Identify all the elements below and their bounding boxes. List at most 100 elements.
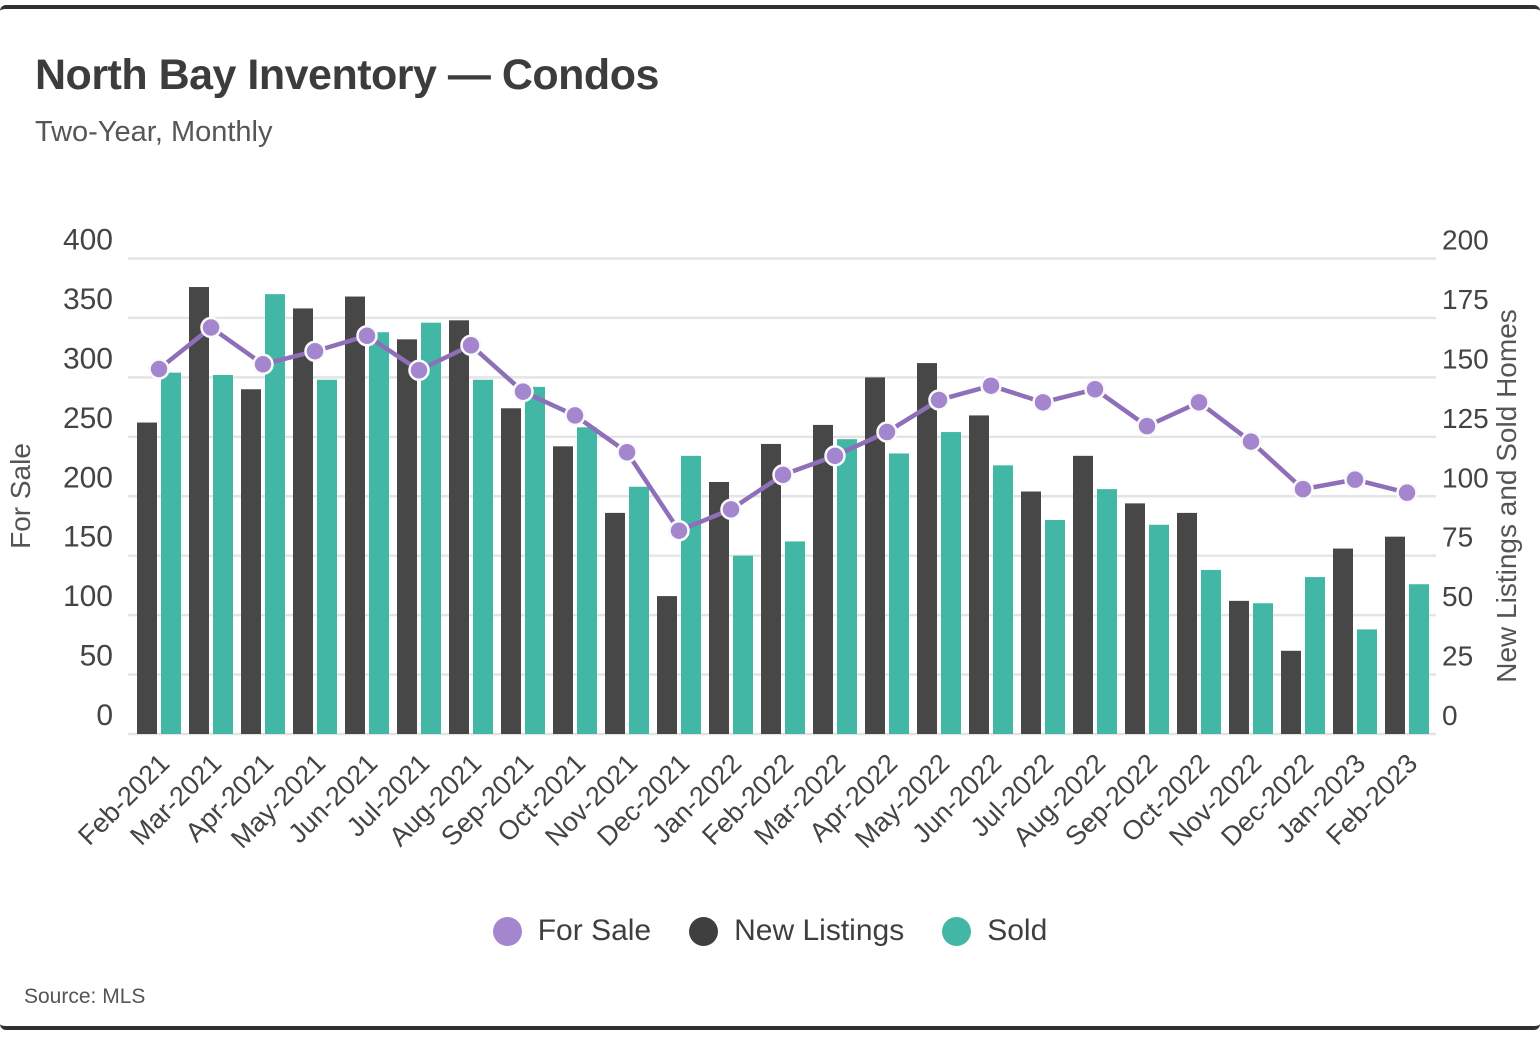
line-point-for-sale <box>408 359 430 381</box>
line-point-for-sale <box>876 421 898 443</box>
bar-new-listings <box>137 422 157 734</box>
bar-sold <box>785 541 805 734</box>
bar-sold <box>993 465 1013 734</box>
bar-new-listings <box>1385 536 1405 734</box>
line-point-for-sale <box>252 353 274 376</box>
bar-new-listings <box>813 424 833 734</box>
bar-new-listings <box>345 296 365 734</box>
line-point-for-sale <box>148 358 170 380</box>
bar-new-listings <box>293 308 313 734</box>
line-point-for-sale <box>356 325 378 347</box>
bar-new-listings <box>1229 600 1249 734</box>
y-axis-tick-left: 200 <box>63 461 113 494</box>
legend-label: Sold <box>987 914 1048 947</box>
bar-sold <box>369 332 389 734</box>
line-point-for-sale <box>1136 415 1158 437</box>
line-point-for-sale <box>980 374 1002 397</box>
bar-sold <box>733 555 753 734</box>
chart-area: 0 50 100 150 200 250 300 350 400 0 25 50 75 100 125 150… <box>0 9 1540 879</box>
y-axis-tick-left: 0 <box>96 699 113 732</box>
y-axis-tick-left: 50 <box>80 640 113 673</box>
legend-item-new-listings: New Listings <box>689 914 904 948</box>
y-axis-tick-right: 75 <box>1442 522 1473 553</box>
bar-new-listings <box>449 320 469 734</box>
bar-new-listings <box>917 363 937 734</box>
left-axis-title: For Sale <box>5 443 36 549</box>
bar-sold <box>941 432 961 734</box>
bar-new-listings <box>709 481 729 734</box>
y-axis-tick-left: 400 <box>63 224 113 257</box>
line-point-for-sale <box>616 441 638 464</box>
bar-new-listings <box>501 408 521 734</box>
bar-sold <box>1097 489 1117 734</box>
bar-sold <box>1045 520 1065 734</box>
bar-new-listings <box>657 596 677 734</box>
line-point-for-sale <box>460 334 482 357</box>
bar-new-listings <box>1125 503 1145 734</box>
line-point-for-sale <box>1084 378 1106 401</box>
bar-sold <box>1149 524 1169 734</box>
bar-sold <box>837 439 857 734</box>
line-point-for-sale <box>668 519 690 542</box>
line-point-for-sale <box>1032 391 1054 414</box>
legend-label: For Sale <box>537 914 652 947</box>
bar-new-listings <box>865 377 885 734</box>
line-point-for-sale <box>304 340 326 362</box>
page-subtitle: Two-Year, Monthly <box>35 116 273 148</box>
y-axis-tick-right: 175 <box>1442 284 1489 315</box>
line-point-for-sale <box>720 498 742 521</box>
bar-sold <box>317 379 337 734</box>
bar-sold <box>265 294 285 734</box>
page-title: North Bay Inventory — Condos <box>35 51 659 99</box>
legend-item-sold: Sold <box>942 914 1047 948</box>
y-axis-tick-left: 150 <box>63 521 113 554</box>
legend-label: New Listings <box>734 914 905 947</box>
legend-item-for-sale: For Sale <box>492 914 652 948</box>
bar-sold <box>1253 603 1273 734</box>
bar-new-listings <box>241 389 261 734</box>
y-axis-tick-left: 350 <box>63 283 113 316</box>
y-axis-tick-right: 50 <box>1442 581 1473 612</box>
sold-swatch-icon <box>942 916 972 946</box>
line-point-for-sale <box>928 389 950 411</box>
bar-sold <box>473 379 493 734</box>
bar-sold <box>421 322 441 734</box>
chart-header: North Bay Inventory — Condos Two-Year, M… <box>35 51 659 149</box>
new-listings-swatch-icon <box>689 916 719 946</box>
line-point-for-sale <box>1240 430 1262 453</box>
bar-sold <box>1201 569 1221 734</box>
bar-new-listings <box>761 443 781 734</box>
bar-new-listings <box>1281 650 1301 734</box>
bar-new-listings <box>397 339 417 734</box>
bar-new-listings <box>553 446 573 734</box>
bar-sold <box>1409 584 1429 734</box>
line-point-for-sale <box>200 316 222 339</box>
line-point-for-sale <box>1396 481 1418 504</box>
y-axis-tick-left: 100 <box>63 580 113 613</box>
bar-sold <box>681 455 701 734</box>
chart-card: North Bay Inventory — Condos Two-Year, M… <box>0 5 1540 1030</box>
for-sale-swatch-icon <box>492 916 522 946</box>
bar-sold <box>1305 577 1325 734</box>
line-point-for-sale <box>564 404 586 427</box>
bar-sold <box>1357 629 1377 734</box>
bar-new-listings <box>1021 491 1041 734</box>
line-point-for-sale <box>824 445 846 467</box>
bar-sold <box>629 486 649 734</box>
bar-new-listings <box>1177 512 1197 734</box>
line-point-for-sale <box>1188 391 1210 414</box>
bar-new-listings <box>969 415 989 734</box>
y-axis-tick-right: 150 <box>1442 343 1489 374</box>
y-axis-tick-right: 0 <box>1442 700 1458 731</box>
bar-sold <box>161 372 181 734</box>
y-axis-tick-right: 100 <box>1442 462 1489 493</box>
line-point-for-sale <box>1292 478 1314 500</box>
y-axis-tick-right: 200 <box>1442 225 1489 256</box>
bar-sold <box>577 427 597 734</box>
chart-legend: For Sale New Listings Sold <box>0 914 1540 948</box>
bar-sold <box>889 453 909 734</box>
bar-new-listings <box>1073 455 1093 734</box>
line-point-for-sale <box>1344 468 1366 491</box>
bar-sold <box>213 374 233 734</box>
right-axis-title: New Listings and Sold Homes <box>1491 309 1522 683</box>
